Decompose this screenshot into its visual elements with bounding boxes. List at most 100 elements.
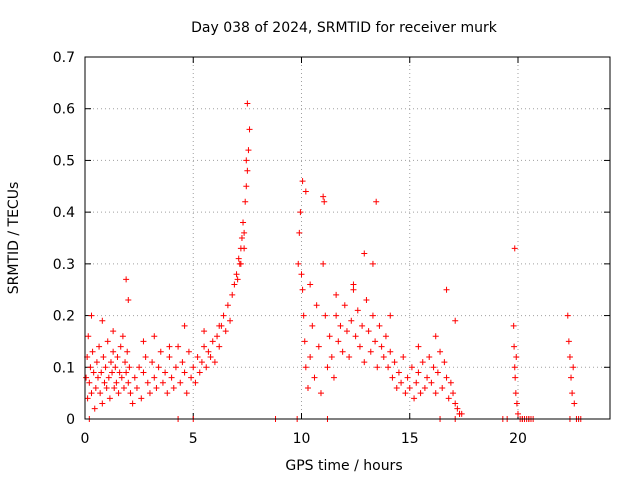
- data-point: [241, 229, 248, 236]
- data-point: [337, 322, 344, 329]
- data-point: [99, 400, 106, 407]
- data-point: [356, 343, 363, 350]
- data-point: [361, 359, 368, 366]
- data-point: [307, 353, 314, 360]
- data-point: [569, 390, 576, 397]
- data-point: [201, 343, 208, 350]
- data-point: [369, 312, 376, 319]
- data-point: [243, 183, 250, 190]
- data-point: [98, 369, 105, 376]
- data-point: [246, 126, 253, 133]
- data-point: [220, 312, 227, 319]
- data-point: [322, 312, 329, 319]
- data-point: [151, 374, 158, 381]
- data-point: [198, 359, 205, 366]
- data-point: [372, 338, 379, 345]
- data-point: [564, 312, 571, 319]
- data-point: [350, 281, 357, 288]
- data-point: [86, 379, 93, 386]
- data-point: [359, 322, 366, 329]
- data-point: [114, 353, 121, 360]
- data-point: [205, 348, 212, 355]
- data-point: [140, 338, 147, 345]
- data-point: [131, 374, 138, 381]
- data-point: [341, 302, 348, 309]
- data-point: [373, 198, 380, 205]
- data-point: [348, 317, 355, 324]
- data-point: [447, 379, 454, 386]
- data-point: [214, 333, 221, 340]
- data-point: [194, 353, 201, 360]
- data-point: [203, 364, 210, 371]
- data-point: [229, 291, 236, 298]
- data-point: [369, 260, 376, 267]
- data-point: [339, 348, 346, 355]
- data-point: [302, 364, 309, 371]
- data-point: [419, 359, 426, 366]
- data-point: [404, 374, 411, 381]
- data-point: [235, 255, 242, 262]
- data-point: [510, 322, 517, 329]
- data-point: [408, 364, 415, 371]
- data-point: [304, 384, 311, 391]
- data-point: [395, 369, 402, 376]
- data-point: [227, 317, 234, 324]
- data-point: [299, 286, 306, 293]
- data-point: [406, 384, 413, 391]
- data-point: [97, 390, 104, 397]
- data-point: [426, 353, 433, 360]
- data-point: [328, 353, 335, 360]
- data-point: [146, 390, 153, 397]
- data-point: [309, 322, 316, 329]
- data-point: [565, 338, 572, 345]
- x-tick-label: 20: [509, 431, 527, 447]
- data-point: [428, 379, 435, 386]
- data-point: [415, 343, 422, 350]
- data-point: [159, 379, 166, 386]
- data-point: [196, 369, 203, 376]
- data-point: [441, 359, 448, 366]
- data-point: [157, 348, 164, 355]
- data-point: [387, 348, 394, 355]
- axis-layer: 0 0.1 0.2 0.3 0.4 0.5 0.6 0.7 0 5 10 15 20: [53, 50, 610, 447]
- data-point: [421, 384, 428, 391]
- data-point: [140, 369, 147, 376]
- data-point: [244, 100, 251, 107]
- data-point: [315, 343, 322, 350]
- data-point: [570, 364, 577, 371]
- data-point: [374, 364, 381, 371]
- data-point: [222, 328, 229, 335]
- data-point: [376, 322, 383, 329]
- data-point: [88, 312, 95, 319]
- data-point: [299, 178, 306, 185]
- data-point: [445, 395, 452, 402]
- data-point: [511, 343, 518, 350]
- data-point: [452, 317, 459, 324]
- data-point: [321, 198, 328, 205]
- data-point: [181, 322, 188, 329]
- data-point: [102, 364, 109, 371]
- data-point: [106, 395, 113, 402]
- data-point: [153, 384, 160, 391]
- grid-layer: [85, 57, 610, 419]
- data-point: [183, 390, 190, 397]
- data-point: [393, 384, 400, 391]
- data-point: [343, 328, 350, 335]
- data-point: [211, 359, 218, 366]
- data-point: [443, 286, 450, 293]
- y-tick-label: 0.3: [53, 257, 75, 273]
- data-point: [142, 353, 149, 360]
- data-point: [116, 369, 123, 376]
- data-point: [326, 333, 333, 340]
- data-point: [96, 343, 103, 350]
- data-point: [350, 286, 357, 293]
- data-point: [133, 384, 140, 391]
- data-point: [192, 379, 199, 386]
- data-point: [398, 379, 405, 386]
- data-point: [511, 364, 518, 371]
- data-point: [177, 379, 184, 386]
- data-point: [209, 338, 216, 345]
- data-point: [417, 390, 424, 397]
- data-point: [241, 245, 248, 252]
- data-point: [126, 364, 133, 371]
